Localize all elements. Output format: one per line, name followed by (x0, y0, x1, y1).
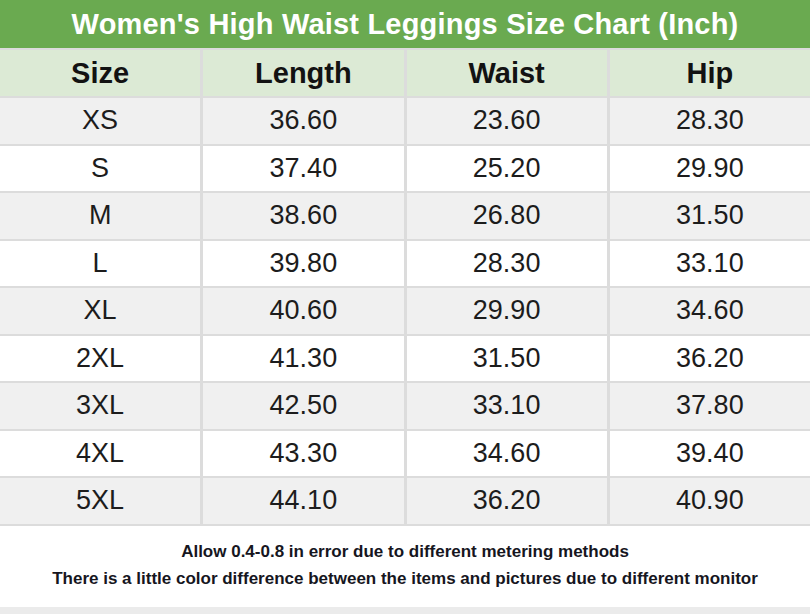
size-cell: M (0, 193, 200, 239)
length-cell: 36.60 (203, 98, 403, 144)
waist-cell: 25.20 (407, 146, 607, 192)
column-header-length: Length (203, 50, 403, 96)
length-cell: 41.30 (203, 336, 403, 382)
hip-cell: 37.80 (610, 383, 810, 429)
title-bar: Women's High Waist Leggings Size Chart (… (0, 0, 810, 48)
footer-notes: Allow 0.4-0.8 in error due to different … (0, 526, 810, 614)
waist-cell: 33.10 (407, 383, 607, 429)
size-chart: Women's High Waist Leggings Size Chart (… (0, 0, 810, 614)
length-cell: 38.60 (203, 193, 403, 239)
table-row: 3XL 42.50 33.10 37.80 (0, 383, 810, 429)
hip-cell: 31.50 (610, 193, 810, 239)
table-row: M 38.60 26.80 31.50 (0, 193, 810, 239)
footer-note-1: Allow 0.4-0.8 in error due to different … (181, 541, 629, 564)
footer-note-2: There is a little color difference betwe… (52, 568, 758, 591)
table-row: L 39.80 28.30 33.10 (0, 241, 810, 287)
size-cell: L (0, 241, 200, 287)
table-header-row: Size Length Waist Hip (0, 50, 810, 96)
size-cell: 5XL (0, 478, 200, 524)
size-cell: 2XL (0, 336, 200, 382)
page-title: Women's High Waist Leggings Size Chart (… (72, 8, 739, 41)
column-header-waist: Waist (407, 50, 607, 96)
length-cell: 40.60 (203, 288, 403, 334)
waist-cell: 29.90 (407, 288, 607, 334)
table-row: XS 36.60 23.60 28.30 (0, 98, 810, 144)
size-cell: XL (0, 288, 200, 334)
hip-cell: 34.60 (610, 288, 810, 334)
table-row: 2XL 41.30 31.50 36.20 (0, 336, 810, 382)
hip-cell: 39.40 (610, 431, 810, 477)
length-cell: 39.80 (203, 241, 403, 287)
waist-cell: 23.60 (407, 98, 607, 144)
size-cell: S (0, 146, 200, 192)
waist-cell: 26.80 (407, 193, 607, 239)
size-cell: XS (0, 98, 200, 144)
length-cell: 42.50 (203, 383, 403, 429)
hip-cell: 29.90 (610, 146, 810, 192)
table-row: 4XL 43.30 34.60 39.40 (0, 431, 810, 477)
hip-cell: 33.10 (610, 241, 810, 287)
waist-cell: 36.20 (407, 478, 607, 524)
size-cell: 3XL (0, 383, 200, 429)
hip-cell: 40.90 (610, 478, 810, 524)
table-row: S 37.40 25.20 29.90 (0, 146, 810, 192)
table-row: 5XL 44.10 36.20 40.90 (0, 478, 810, 524)
column-header-hip: Hip (610, 50, 810, 96)
hip-cell: 36.20 (610, 336, 810, 382)
hip-cell: 28.30 (610, 98, 810, 144)
table-row: XL 40.60 29.90 34.60 (0, 288, 810, 334)
column-header-size: Size (0, 50, 200, 96)
length-cell: 43.30 (203, 431, 403, 477)
length-cell: 44.10 (203, 478, 403, 524)
waist-cell: 31.50 (407, 336, 607, 382)
waist-cell: 28.30 (407, 241, 607, 287)
waist-cell: 34.60 (407, 431, 607, 477)
size-cell: 4XL (0, 431, 200, 477)
length-cell: 37.40 (203, 146, 403, 192)
